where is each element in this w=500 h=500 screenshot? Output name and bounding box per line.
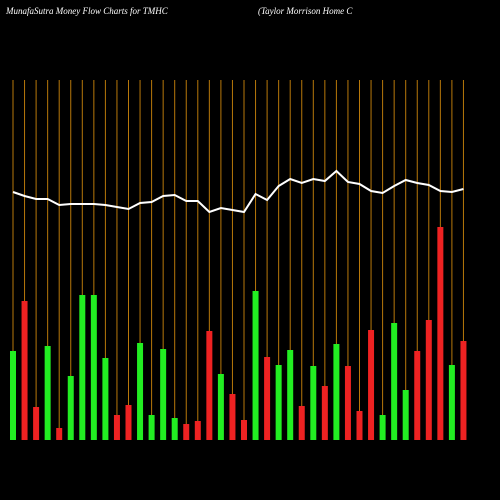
- bar: [33, 407, 40, 440]
- bar: [183, 424, 190, 440]
- bar: [287, 350, 294, 440]
- bar: [275, 365, 282, 440]
- bar: [44, 346, 51, 440]
- bar: [425, 320, 432, 440]
- bar: [391, 323, 398, 440]
- bar: [67, 376, 74, 440]
- bar: [229, 394, 236, 440]
- money-flow-line: [12, 169, 464, 214]
- bar: [113, 415, 120, 440]
- chart-subtitle: (Taylor Morrison Home C: [258, 6, 353, 16]
- bar: [310, 366, 317, 440]
- bar: [217, 374, 224, 440]
- bar: [264, 357, 271, 440]
- bar: [171, 418, 178, 440]
- bar: [160, 349, 167, 440]
- bar: [298, 406, 305, 440]
- bar: [333, 344, 340, 440]
- bar: [56, 428, 63, 440]
- bar: [21, 301, 28, 440]
- bar: [414, 351, 421, 440]
- bar: [437, 227, 444, 440]
- bar: [125, 405, 132, 440]
- bar: [321, 386, 328, 440]
- bar: [448, 365, 455, 440]
- bar: [137, 343, 144, 440]
- bar: [194, 421, 201, 440]
- bar: [102, 358, 109, 440]
- bar: [252, 291, 259, 440]
- bar: [79, 295, 86, 440]
- bar: [379, 415, 386, 440]
- bar: [10, 351, 16, 440]
- bar: [148, 415, 155, 440]
- bar: [356, 411, 363, 440]
- bar: [344, 366, 351, 440]
- bar: [241, 420, 247, 440]
- bar: [460, 341, 467, 440]
- bar: [206, 331, 213, 440]
- bar: [402, 390, 409, 440]
- bar: [90, 295, 97, 440]
- bar: [368, 330, 375, 440]
- chart-title: MunafaSutra Money Flow Charts for TMHC: [5, 6, 169, 16]
